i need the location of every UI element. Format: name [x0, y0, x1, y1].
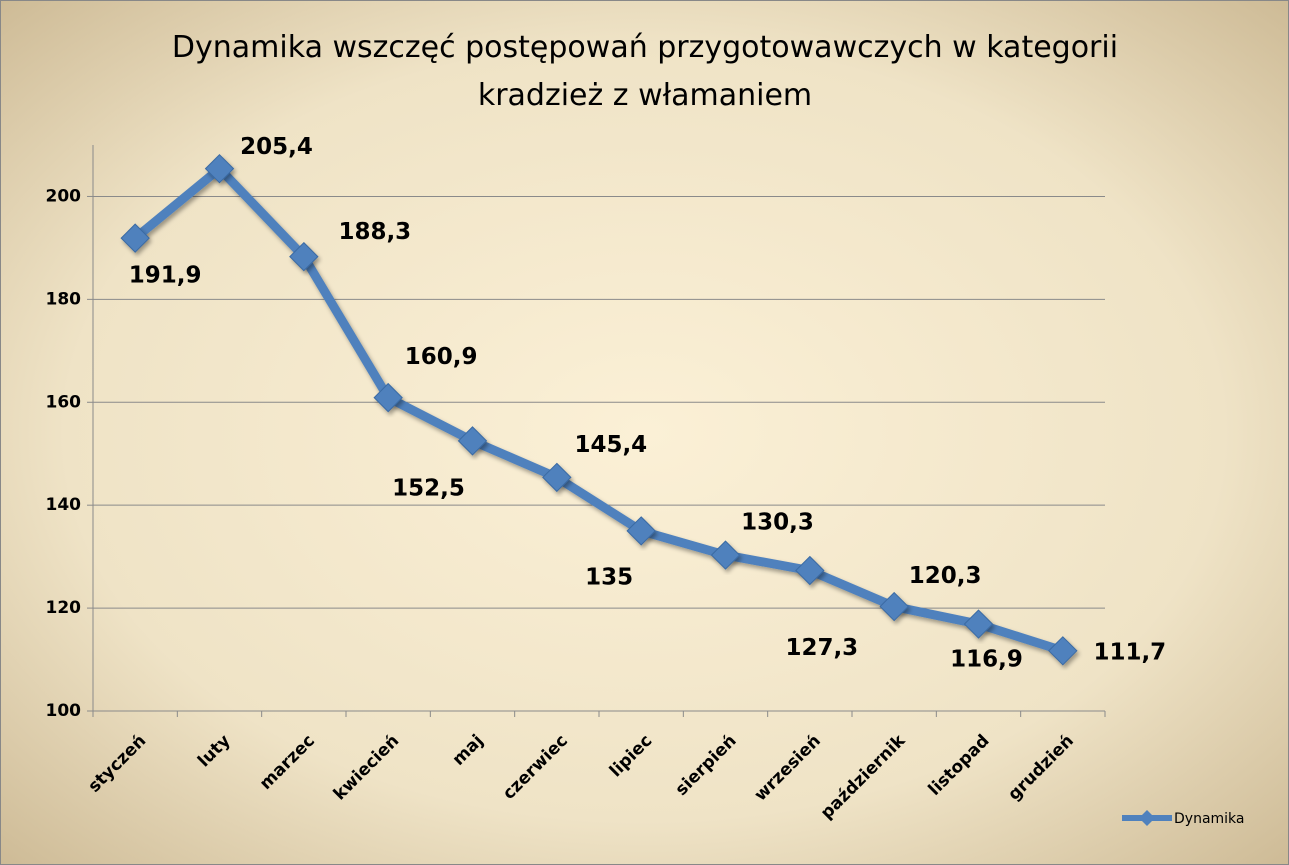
marker [710, 540, 741, 570]
marker [1048, 636, 1078, 666]
chart-title-line: kradzież z włamaniem [478, 78, 812, 113]
legend-marker [1139, 810, 1155, 826]
marker [963, 609, 994, 639]
y-tick-label: 180 [46, 289, 82, 309]
data-label: 127,3 [785, 635, 858, 661]
y-tick-label: 140 [46, 495, 82, 515]
data-label: 160,9 [405, 344, 478, 370]
y-tick-label: 100 [46, 701, 82, 721]
marker [795, 555, 825, 586]
y-tick-label: 160 [46, 392, 82, 412]
line [132, 164, 1065, 656]
data-label: 205,4 [240, 134, 313, 160]
chart-title-line: Dynamika wszczęć postępowań przygotowawc… [172, 30, 1118, 65]
marker [542, 462, 572, 493]
data-label: 130,3 [741, 510, 814, 536]
data-label: 120,3 [909, 563, 982, 589]
marker [879, 591, 909, 622]
y-tick-label: 200 [46, 186, 82, 206]
marker [457, 426, 488, 456]
data-label: 152,5 [392, 475, 465, 501]
data-label: 188,3 [338, 219, 411, 245]
chart-title: Dynamika wszczęć postępowań przygotowawc… [172, 30, 1118, 113]
marker [289, 241, 319, 272]
marker [626, 516, 656, 546]
marker [120, 223, 150, 253]
marker [373, 382, 403, 413]
data-label: 135 [585, 564, 633, 590]
legend-label: Dynamika [1174, 811, 1245, 827]
marker [204, 153, 235, 184]
data-label: 191,9 [129, 263, 202, 289]
data-label: 116,9 [950, 647, 1023, 673]
y-tick-label: 120 [46, 598, 82, 618]
data-label: 111,7 [1093, 639, 1166, 665]
data-label: 145,4 [574, 432, 647, 458]
